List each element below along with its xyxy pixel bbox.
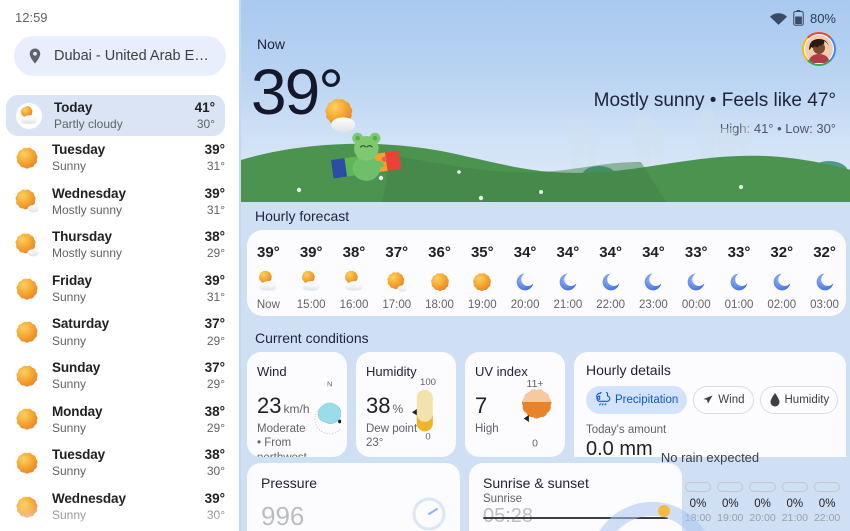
svg-text:0: 0	[532, 438, 538, 449]
svg-text:0: 0	[425, 431, 430, 442]
svg-text:100: 100	[420, 377, 436, 388]
svg-text:N: N	[327, 380, 332, 388]
svg-text:11+: 11+	[527, 379, 544, 390]
